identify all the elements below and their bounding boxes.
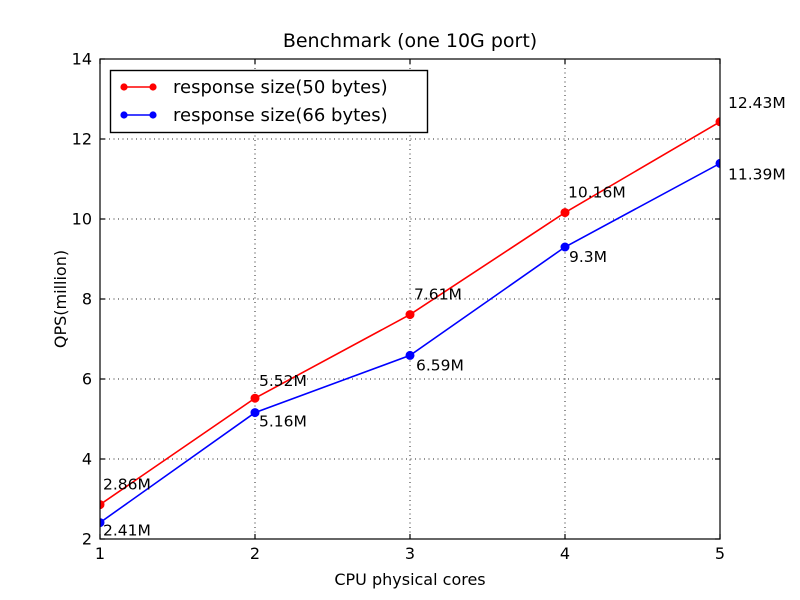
y-tick-label: 4 xyxy=(82,450,92,469)
data-point-label: 6.59M xyxy=(416,356,464,374)
data-point-marker xyxy=(560,208,570,218)
x-tick-label: 2 xyxy=(250,544,260,563)
legend-label: response size(50 bytes) xyxy=(173,77,388,98)
data-point-marker xyxy=(250,393,260,403)
x-tick-label: 4 xyxy=(560,544,570,563)
y-tick-label: 14 xyxy=(72,50,92,69)
data-point-label: 12.43M xyxy=(728,94,786,112)
data-point-label: 5.52M xyxy=(259,372,307,390)
data-point-marker xyxy=(560,242,570,252)
data-point-marker xyxy=(715,158,720,168)
y-tick-label: 10 xyxy=(72,210,92,229)
data-point-label: 7.61M xyxy=(414,286,462,304)
legend-marker-icon xyxy=(120,83,128,91)
data-point-label: 5.16M xyxy=(259,413,307,431)
data-point-label: 9.3M xyxy=(569,248,607,266)
legend-marker-icon xyxy=(149,111,157,119)
data-point-marker xyxy=(100,518,105,528)
data-series xyxy=(100,117,720,528)
x-tick-label: 3 xyxy=(405,544,415,563)
y-tick-label: 12 xyxy=(72,130,92,149)
y-axis-label: QPS(million) xyxy=(51,250,70,348)
data-point-marker xyxy=(100,500,105,510)
axis-ticks xyxy=(99,58,721,540)
y-tick-label: 6 xyxy=(82,370,92,389)
legend-marker-icon xyxy=(149,83,157,91)
data-point-marker xyxy=(405,350,415,360)
legend-box xyxy=(109,69,429,134)
x-axis-label: CPU physical cores xyxy=(334,570,485,589)
x-tick-label: 1 xyxy=(95,544,105,563)
legend-marker-icon xyxy=(120,111,128,119)
y-tick-label: 8 xyxy=(82,290,92,309)
data-point-marker xyxy=(715,117,720,127)
legend-label: response size(66 bytes) xyxy=(173,105,388,126)
legend: response size(50 bytes) response size(66 … xyxy=(109,69,429,134)
data-point-label: 11.39M xyxy=(728,165,786,183)
chart-title: Benchmark (one 10G port) xyxy=(283,30,537,52)
data-point-label: 10.16M xyxy=(568,184,626,202)
data-point-marker xyxy=(250,408,260,418)
data-point-label: 2.86M xyxy=(103,476,151,494)
data-point-marker xyxy=(405,310,415,320)
x-tick-label: 5 xyxy=(715,544,725,563)
y-tick-label: 2 xyxy=(82,530,92,549)
data-point-label: 2.41M xyxy=(103,522,151,540)
point-annotations: 2.86M 5.52M 7.61M 10.16M 12.43M 2.41M 5.16M 6.5… xyxy=(103,94,786,540)
